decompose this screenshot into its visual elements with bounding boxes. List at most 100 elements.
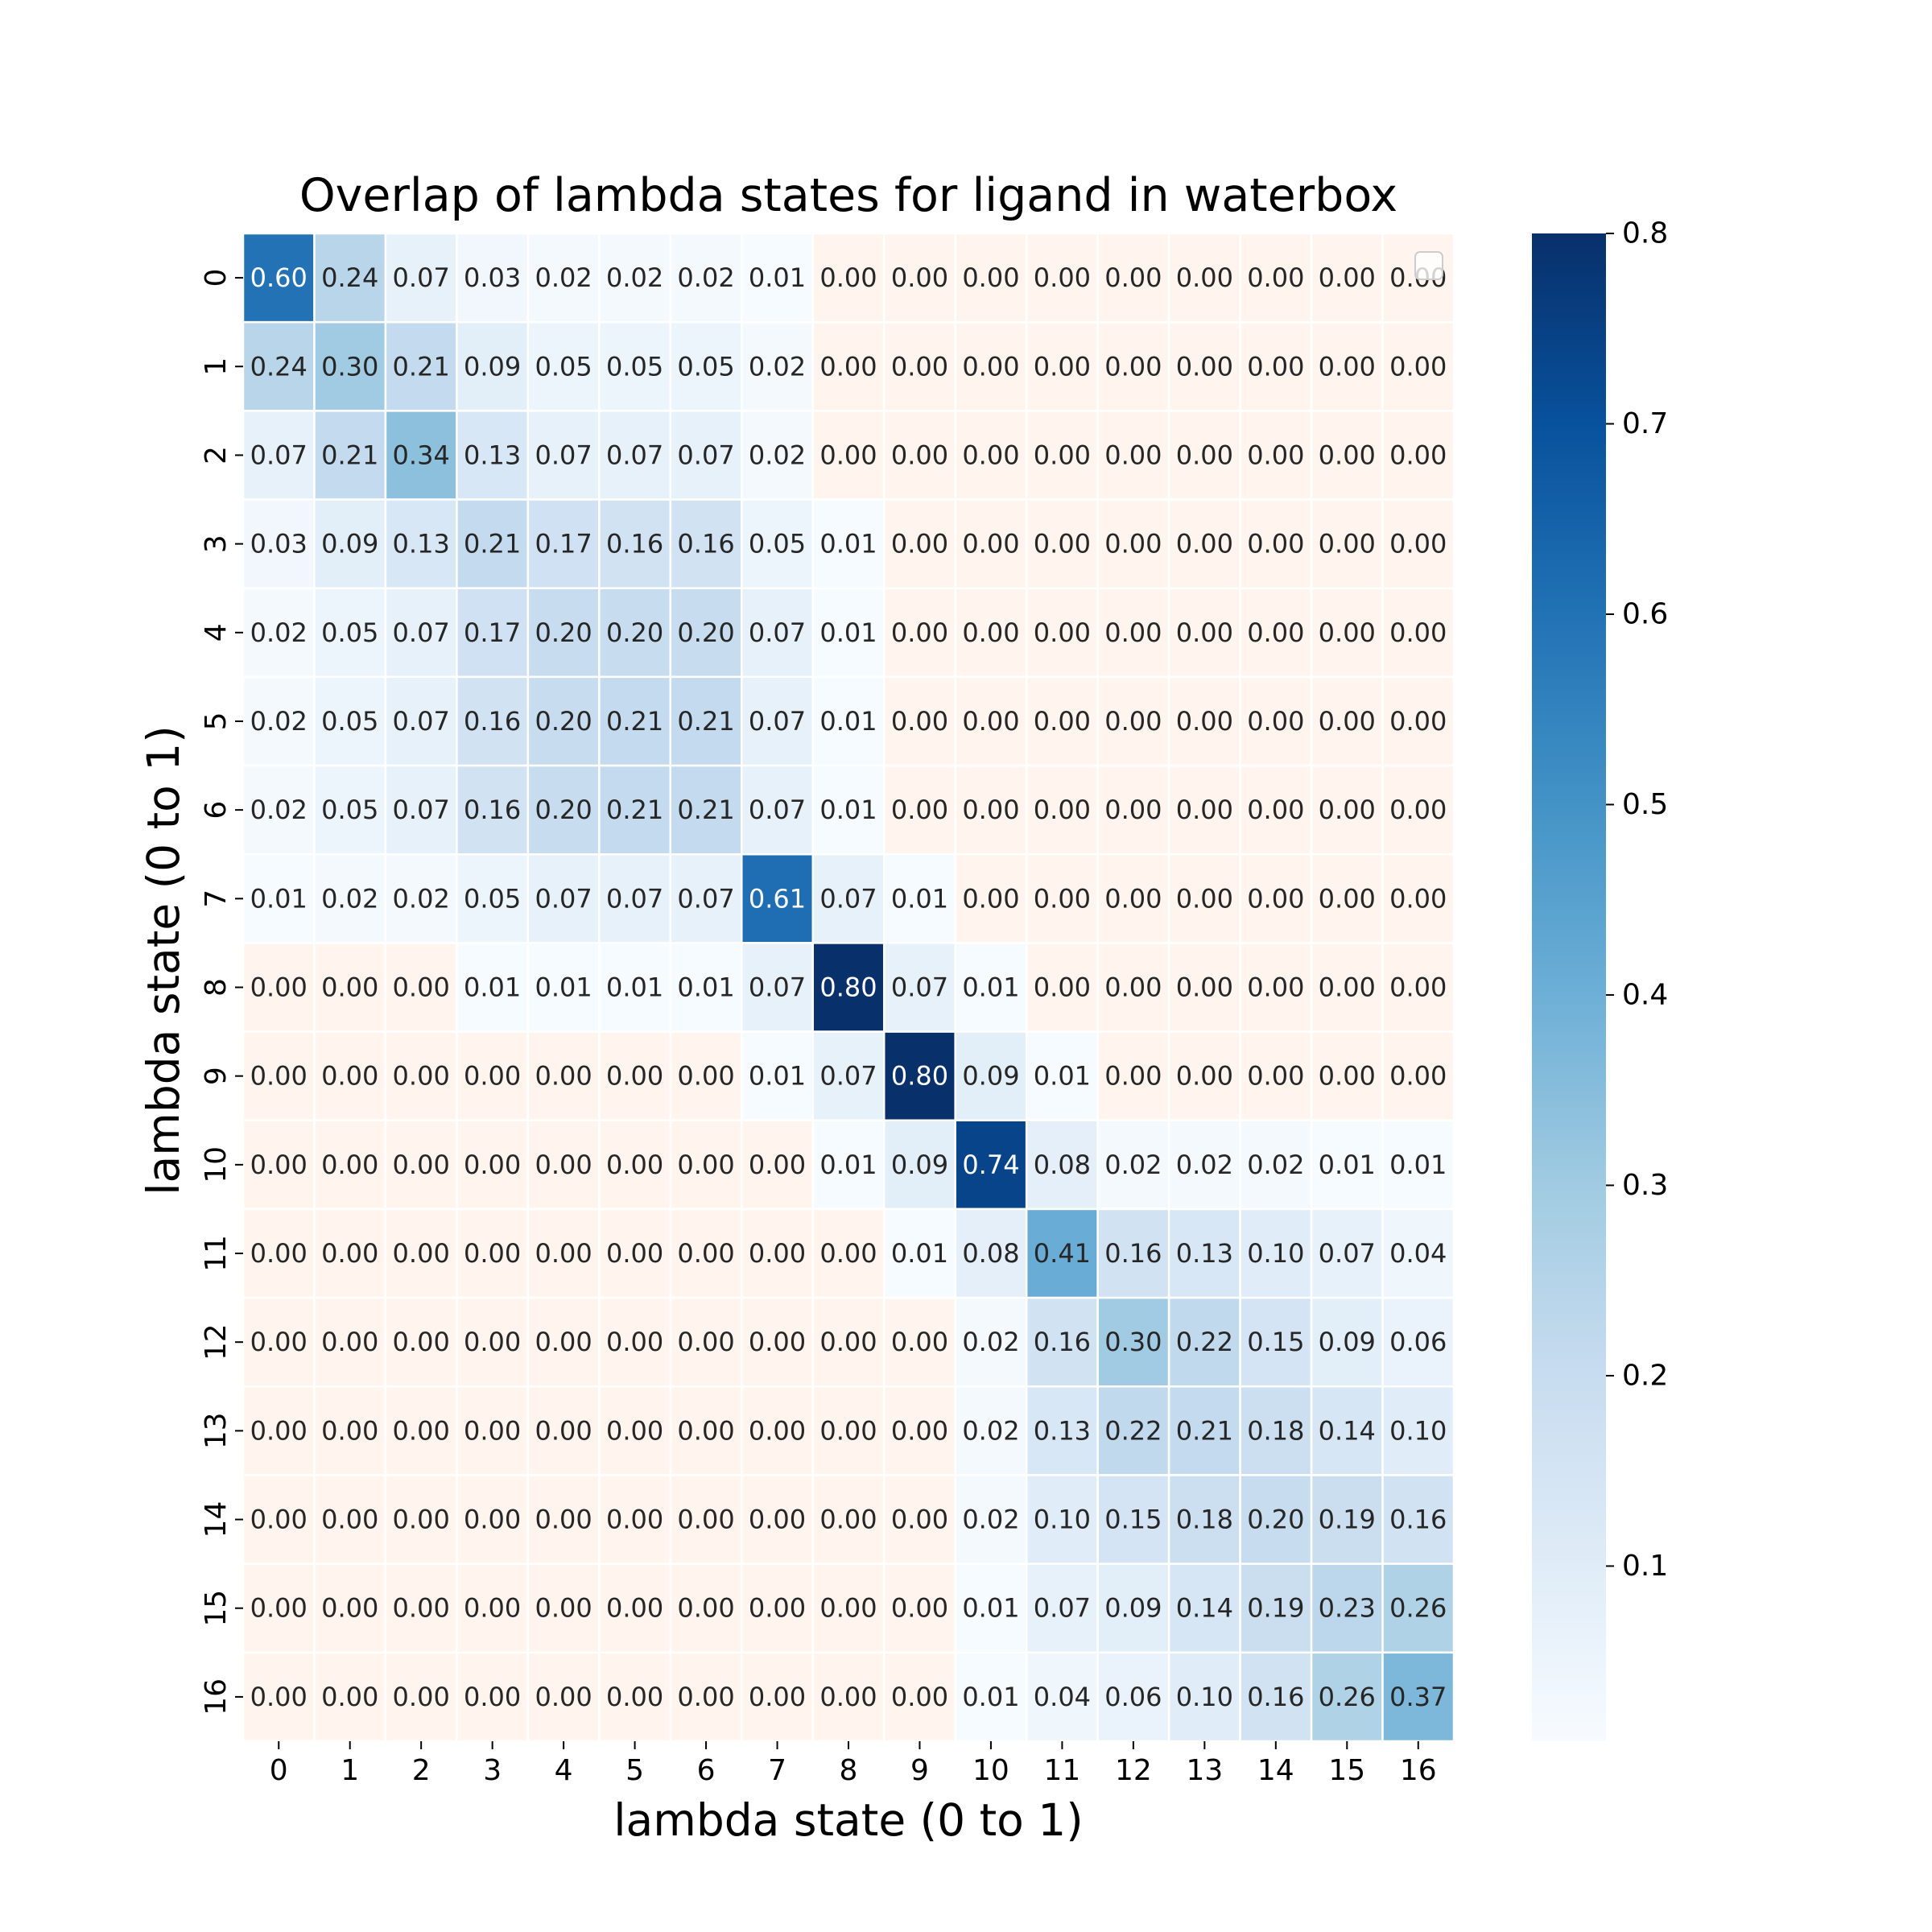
cell-value-label: 0.00: [250, 1150, 308, 1180]
heatmap-cell: [526, 764, 601, 856]
cell-value-label: 0.01: [891, 883, 948, 914]
cell-value-label: 0.80: [819, 972, 877, 1003]
cell-value-label: 0.01: [819, 529, 877, 559]
heatmap-cell: [811, 1651, 886, 1743]
cell-value-label: 0.23: [1319, 1593, 1376, 1624]
heatmap-cell: [598, 1030, 672, 1122]
cell-value-label: 0.37: [1389, 1682, 1447, 1712]
heatmap-cell: [1025, 1296, 1099, 1388]
cell-value-label: 0.13: [393, 529, 450, 559]
heatmap-cell: [526, 1474, 601, 1565]
cell-value-label: 0.00: [1104, 529, 1162, 559]
cell-value-label: 0.01: [962, 972, 1019, 1003]
cell-value-label: 0.08: [1034, 1150, 1091, 1180]
heatmap-cell: [741, 942, 815, 1033]
cell-value-label: 0.00: [321, 1150, 378, 1180]
cell-value-label: 0.30: [1104, 1327, 1162, 1357]
heatmap-cell: [526, 675, 601, 767]
cell-value-label: 0.16: [1389, 1505, 1447, 1535]
heatmap-cell: [1239, 1563, 1313, 1654]
cell-value-label: 0.16: [606, 529, 663, 559]
cell-value-label: 0.00: [321, 1327, 378, 1357]
heatmap-cell: [811, 852, 886, 944]
heatmap-cell: [741, 232, 815, 324]
heatmap-cell: [1239, 1208, 1313, 1299]
cell-value-label: 0.00: [606, 1415, 663, 1446]
heatmap-cell: [1025, 942, 1099, 1033]
heatmap-cell: [456, 1385, 530, 1476]
heatmap-cell: [526, 1385, 601, 1476]
cell-value-label: 0.07: [393, 795, 450, 825]
heatmap-cell: [526, 1651, 601, 1743]
cell-value-label: 0.00: [819, 1593, 877, 1624]
heatmap-cell: [598, 1208, 672, 1299]
heatmap-cell: [1381, 498, 1455, 589]
colorbar-tick-label: 0.8: [1622, 217, 1668, 250]
cell-value-label: 0.00: [1389, 972, 1447, 1003]
cell-value-label: 0.00: [1247, 351, 1304, 382]
cell-value-label: 0.00: [1034, 351, 1091, 382]
cell-value-label: 0.09: [464, 351, 521, 382]
heatmap-cell: [1381, 942, 1455, 1033]
cell-value-label: 0.07: [250, 440, 308, 470]
cell-value-label: 0.00: [1247, 706, 1304, 737]
cell-value-label: 0.00: [677, 1327, 734, 1357]
cell-value-label: 0.00: [677, 1505, 734, 1535]
heatmap-cell: [242, 1385, 316, 1476]
cell-value-label: 0.00: [393, 1327, 450, 1357]
heatmap-cell: [1096, 1474, 1170, 1565]
heatmap-cell: [384, 1563, 458, 1654]
heatmap-cell: [1310, 1651, 1384, 1743]
cell-value-label: 0.13: [1176, 1238, 1233, 1269]
heatmap-cell: [1167, 1563, 1241, 1654]
heatmap-cell: [456, 498, 530, 589]
x-tick-label: 2: [412, 1754, 431, 1787]
legend-box: [1414, 251, 1443, 280]
cell-value-label: 0.02: [677, 262, 734, 293]
heatmap-cell: [1096, 498, 1170, 589]
cell-value-label: 0.05: [321, 706, 378, 737]
heatmap-cell: [954, 410, 1028, 501]
cell-value-label: 0.02: [962, 1415, 1019, 1446]
cell-value-label: 0.01: [1319, 1150, 1376, 1180]
heatmap-cell: [1167, 1296, 1241, 1388]
cell-value-label: 0.00: [464, 1327, 521, 1357]
cell-value-label: 0.07: [819, 883, 877, 914]
cell-value-label: 0.00: [819, 1238, 877, 1269]
heatmap-cell: [313, 232, 387, 324]
cell-value-label: 0.02: [321, 883, 378, 914]
cell-value-label: 0.10: [1247, 1238, 1304, 1269]
cell-value-label: 0.02: [393, 883, 450, 914]
y-tick-label: 5: [200, 712, 233, 731]
cell-value-label: 0.02: [250, 795, 308, 825]
heatmap-cell: [1381, 1030, 1455, 1122]
cell-value-label: 0.00: [321, 1061, 378, 1092]
heatmap-cell: [1025, 764, 1099, 856]
heatmap-cell: [1239, 410, 1313, 501]
cell-value-label: 0.00: [321, 1238, 378, 1269]
heatmap-cell: [811, 410, 886, 501]
heatmap-cell: [242, 1030, 316, 1122]
cell-value-label: 0.00: [1389, 351, 1447, 382]
heatmap-cell: [954, 1651, 1028, 1743]
cell-value-label: 0.00: [535, 1061, 592, 1092]
y-tick-label: 3: [200, 535, 233, 553]
heatmap-cell: [1025, 1385, 1099, 1476]
heatmap-cell: [1381, 1208, 1455, 1299]
heatmap-cell: [741, 1296, 815, 1388]
cell-value-label: 0.00: [1104, 883, 1162, 914]
cell-value-label: 0.00: [1319, 262, 1376, 293]
cell-value-label: 0.01: [819, 1150, 877, 1180]
cell-value-label: 0.20: [535, 706, 592, 737]
heatmap-cell: [456, 410, 530, 501]
cell-value-label: 0.00: [535, 1505, 592, 1535]
x-tick-label: 8: [840, 1754, 858, 1787]
cell-value-label: 0.07: [393, 706, 450, 737]
cell-value-label: 0.00: [891, 706, 948, 737]
cell-value-label: 0.00: [1034, 795, 1091, 825]
cell-value-label: 0.00: [1034, 972, 1091, 1003]
heatmap-cell: [384, 232, 458, 324]
heatmap-cell: [1310, 1296, 1384, 1388]
heatmap-cell: [954, 1385, 1028, 1476]
cell-value-label: 0.00: [606, 1238, 663, 1269]
